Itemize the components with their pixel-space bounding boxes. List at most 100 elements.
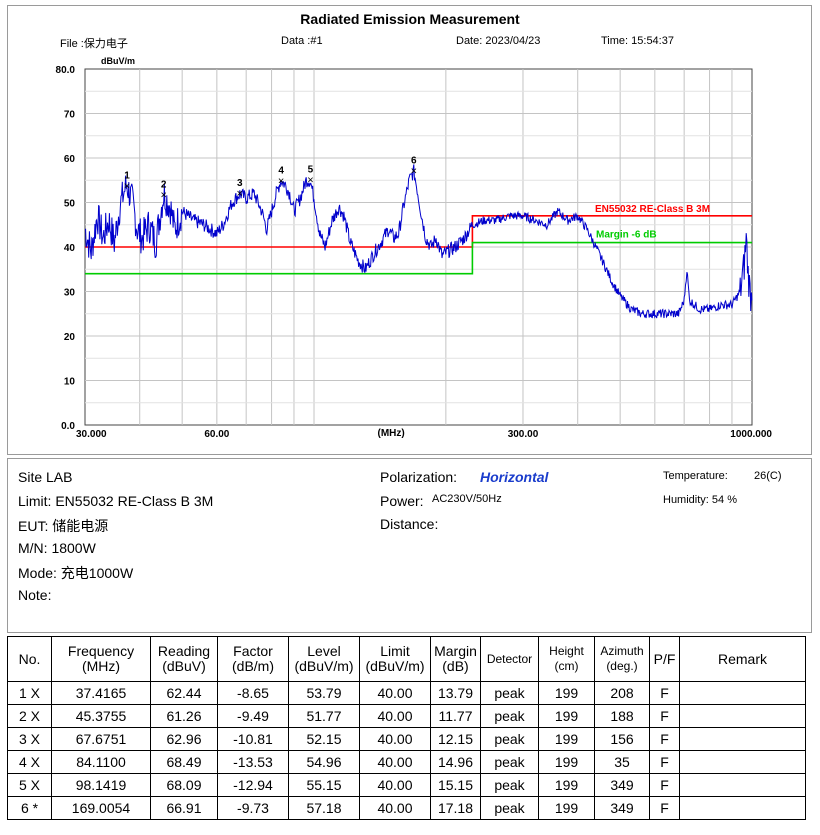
table-cell: 40.00 [359,704,431,728]
table-cell: 12.15 [430,727,481,751]
table-cell: 6 * [7,796,52,820]
table-cell [679,704,806,728]
marker-x-4: × [278,175,284,187]
table-cell: F [649,681,680,705]
table-cell: 40.00 [359,727,431,751]
table-cell: F [649,704,680,728]
table-cell: 11.77 [430,704,481,728]
power-label: Power: [380,493,424,509]
table-cell: 1 X [7,681,52,705]
marker-label-1: 1 [124,171,130,182]
table-cell [679,750,806,774]
eut-label: EUT: 储能电源 [18,518,109,534]
table-header-cell: Frequency (MHz) [51,636,151,682]
test-info-panel: Site LAB Limit: EN55032 RE-Class B 3M EU… [7,458,812,633]
results-table: No. Frequency (MHz) Reading (dBuV) Factor (… [7,636,806,820]
table-cell: F [649,750,680,774]
note-label: Note: [18,587,52,603]
table-row: 2 X 45.3755 61.26 -9.49 51.77 40.00 11.77 peak 1… [7,704,806,728]
x-tick-label: 300.00 [508,429,539,440]
table-cell: 45.3755 [51,704,151,728]
table-cell: 5 X [7,773,52,797]
y-axis-unit-label: dBuV/m [101,56,135,66]
table-cell: -9.49 [217,704,289,728]
table-row: 6 * 169.0054 66.91 -9.73 57.18 40.00 17.18 peak… [7,796,806,820]
marker-label-3: 3 [237,178,243,189]
y-tick-label: 40 [64,243,76,254]
table-cell: 199 [538,681,595,705]
data-label: Data :#1 [281,35,323,47]
table-cell: 40.00 [359,773,431,797]
table-cell: 169.0054 [51,796,151,820]
table-cell: 67.6751 [51,727,151,751]
table-cell: 349 [594,773,650,797]
table-cell [679,727,806,751]
table-header-cell: Height (cm) [538,636,595,682]
site-label: Site LAB [18,469,73,485]
x-tick-label: 30.000 [76,429,107,440]
table-cell: 199 [538,750,595,774]
table-header-cell: Margin (dB) [430,636,481,682]
table-body: 1 X 37.4165 62.44 -8.65 53.79 40.00 13.79 peak 1… [7,681,806,820]
table-cell: peak [480,773,539,797]
table-cell: 349 [594,796,650,820]
table-cell: 2 X [7,704,52,728]
table-cell: 199 [538,773,595,797]
table-cell: 15.15 [430,773,481,797]
table-cell: 54.96 [288,750,360,774]
marker-label-4: 4 [278,165,284,176]
marker-label-5: 5 [308,165,314,176]
table-cell: 61.26 [150,704,218,728]
table-cell [679,681,806,705]
table-cell: 51.77 [288,704,360,728]
y-tick-label: 30 [64,288,76,299]
table-cell: 13.79 [430,681,481,705]
table-cell: 62.96 [150,727,218,751]
table-row: 1 X 37.4165 62.44 -8.65 53.79 40.00 13.79 peak 1… [7,681,806,705]
table-cell: 3 X [7,727,52,751]
table-header-cell: Azimuth (deg.) [594,636,650,682]
marker-label-6: 6 [411,156,417,167]
table-cell: 14.96 [430,750,481,774]
humidity-label: Humidity: 54 % [663,494,737,506]
table-header-cell: No. [7,636,52,682]
table-header-cell: Level (dBuV/m) [288,636,360,682]
table-row: 3 X 67.6751 62.96 -10.81 52.15 40.00 12.15 peak… [7,727,806,751]
table-cell: 4 X [7,750,52,774]
table-row: 4 X 84.1100 68.49 -13.53 54.96 40.00 14.96 peak… [7,750,806,774]
limit-label: Limit: EN55032 RE-Class B 3M [18,493,214,509]
marker-x-2: × [160,190,166,202]
chart-title: Radiated Emission Measurement [300,11,520,27]
table-cell: 84.1100 [51,750,151,774]
table-cell: 17.18 [430,796,481,820]
temperature-label: Temperature: [663,470,728,482]
table-cell: 199 [538,796,595,820]
table-cell: 35 [594,750,650,774]
x-tick-label: 60.00 [204,429,229,440]
table-cell: peak [480,750,539,774]
table-cell: -13.53 [217,750,289,774]
power-value: AC230V/50Hz [432,493,502,505]
table-header-cell: Limit (dBuV/m) [359,636,431,682]
marker-x-5: × [307,175,313,187]
table-cell [679,796,806,820]
table-cell: 40.00 [359,750,431,774]
table-header-cell: Reading (dBuV) [150,636,218,682]
table-cell: 98.1419 [51,773,151,797]
table-header-cell: Detector [480,636,539,682]
table-cell: 52.15 [288,727,360,751]
marker-x-6: × [411,166,417,178]
table-cell [679,773,806,797]
y-tick-label: 50 [64,199,76,210]
table-cell: 208 [594,681,650,705]
mn-label: M/N: 1800W [18,540,96,556]
table-header-cell: Remark [679,636,806,682]
mode-label: Mode: 充电1000W [18,565,134,581]
distance-label: Distance: [380,516,439,532]
limit-line-label: EN55032 RE-Class B 3M [595,204,710,215]
y-tick-label: 70 [64,110,76,121]
polarization-value: Horizontal [480,469,549,485]
table-cell: 37.4165 [51,681,151,705]
y-tick-label: 20 [64,332,76,343]
x-tick-label: 1000.000 [730,429,772,440]
